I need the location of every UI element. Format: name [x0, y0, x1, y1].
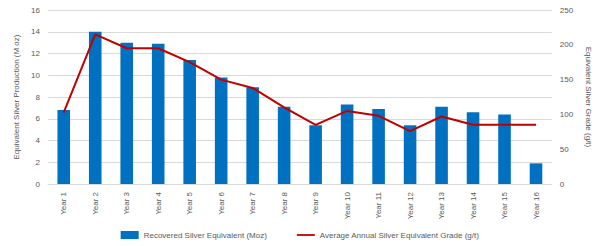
svg-text:Year 1: Year 1 — [59, 191, 68, 214]
svg-text:Year 13: Year 13 — [437, 191, 446, 219]
svg-text:12: 12 — [31, 49, 40, 58]
svg-text:8: 8 — [36, 93, 41, 102]
svg-text:Year 8: Year 8 — [280, 191, 289, 214]
svg-text:Equivalent Silver Production (: Equivalent Silver Production (M oz) — [12, 34, 21, 159]
svg-text:Year 3: Year 3 — [122, 191, 131, 214]
svg-text:250: 250 — [560, 6, 574, 15]
svg-text:Year 12: Year 12 — [406, 191, 415, 219]
svg-text:Average Annual Silver Equivale: Average Annual Silver Equivalent Grade (… — [320, 231, 479, 240]
svg-text:16: 16 — [31, 6, 40, 15]
svg-text:Year 16: Year 16 — [532, 191, 541, 219]
svg-text:Year 11: Year 11 — [374, 191, 383, 218]
svg-text:50: 50 — [560, 145, 569, 154]
svg-text:200: 200 — [560, 40, 574, 49]
svg-text:Year 9: Year 9 — [311, 191, 320, 214]
svg-text:14: 14 — [31, 27, 40, 36]
svg-text:Equivalent Silver Grade (g/t): Equivalent Silver Grade (g/t) — [584, 47, 593, 148]
svg-text:Year 10: Year 10 — [343, 191, 352, 219]
svg-text:100: 100 — [560, 110, 574, 119]
svg-text:Year 5: Year 5 — [185, 191, 194, 214]
svg-text:Year 15: Year 15 — [500, 191, 509, 219]
svg-text:Year 2: Year 2 — [91, 191, 100, 214]
svg-text:0: 0 — [36, 180, 41, 189]
svg-text:0: 0 — [560, 180, 565, 189]
svg-text:Year 14: Year 14 — [469, 191, 478, 219]
svg-text:Year 6: Year 6 — [217, 191, 226, 214]
svg-text:6: 6 — [36, 114, 41, 123]
svg-text:150: 150 — [560, 75, 574, 84]
svg-text:Year 4: Year 4 — [154, 191, 163, 214]
svg-text:2: 2 — [36, 158, 41, 167]
svg-text:10: 10 — [31, 71, 40, 80]
svg-text:Year 7: Year 7 — [248, 191, 257, 214]
svg-text:4: 4 — [36, 136, 41, 145]
svg-text:Recovered Silver Equivalent (M: Recovered Silver Equivalent (Moz) — [144, 231, 267, 240]
